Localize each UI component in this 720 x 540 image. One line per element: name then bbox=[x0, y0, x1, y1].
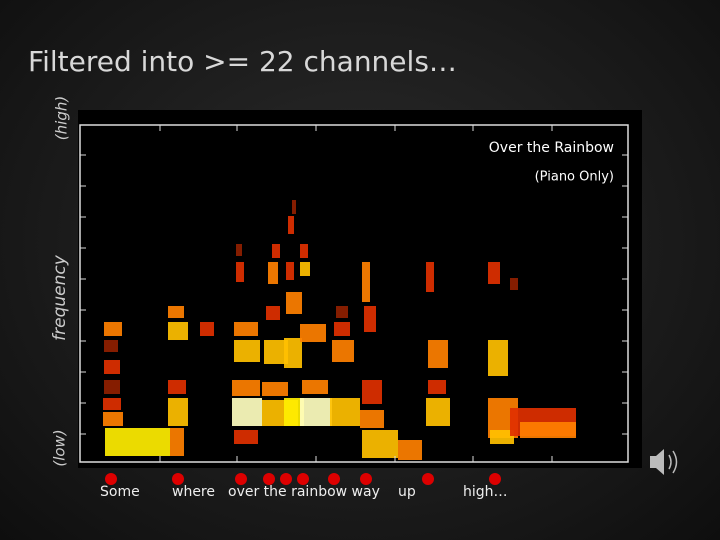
spectral-block bbox=[104, 360, 120, 374]
spectral-block bbox=[236, 262, 244, 282]
spectral-block bbox=[284, 338, 302, 368]
spectral-block bbox=[168, 306, 184, 318]
spectral-block bbox=[232, 380, 260, 396]
spectral-block bbox=[428, 380, 446, 394]
spectral-block bbox=[426, 398, 450, 426]
spectral-block bbox=[266, 306, 280, 320]
note-dot bbox=[172, 473, 184, 485]
spectral-block bbox=[168, 398, 188, 426]
spectral-block bbox=[284, 398, 304, 426]
note-dot bbox=[360, 473, 372, 485]
spectral-block bbox=[170, 428, 184, 456]
spectral-block bbox=[510, 278, 518, 290]
spectral-block bbox=[360, 410, 384, 428]
slide-title: Filtered into >= 22 channels… bbox=[28, 45, 457, 78]
y-label: frequency bbox=[50, 254, 70, 341]
y-high: (high) bbox=[53, 96, 71, 140]
spectral-block bbox=[336, 306, 348, 318]
spectral-block bbox=[362, 430, 398, 458]
note-dot bbox=[328, 473, 340, 485]
spectral-block bbox=[300, 262, 310, 276]
spectral-block bbox=[302, 380, 328, 394]
note-dot bbox=[489, 473, 501, 485]
word: over the rainbow way bbox=[228, 484, 380, 500]
note-dot bbox=[297, 473, 309, 485]
spectral-block bbox=[362, 262, 370, 302]
ticks bbox=[80, 125, 628, 462]
plot-frame bbox=[79, 124, 629, 463]
spectral-block bbox=[426, 262, 434, 292]
plot-caption: Over the Rainbow bbox=[489, 140, 614, 156]
spectral-block bbox=[364, 306, 376, 332]
word: up bbox=[398, 484, 416, 500]
note-dot bbox=[422, 473, 434, 485]
spectral-block bbox=[232, 398, 262, 426]
spectral-block bbox=[520, 422, 576, 438]
spectral-block bbox=[332, 340, 354, 362]
spectrogram bbox=[103, 200, 576, 460]
spectral-block bbox=[490, 430, 514, 444]
word: high… bbox=[463, 484, 508, 500]
note-dot bbox=[280, 473, 292, 485]
spectral-block bbox=[168, 380, 186, 394]
spectral-block bbox=[234, 340, 260, 362]
spectral-block bbox=[330, 398, 360, 426]
note-dot bbox=[235, 473, 247, 485]
spectral-block bbox=[300, 398, 332, 426]
spectral-block bbox=[103, 412, 123, 426]
spectral-block bbox=[168, 322, 188, 340]
word: Some bbox=[100, 484, 140, 500]
spectral-block bbox=[288, 216, 294, 234]
note-dot bbox=[105, 473, 117, 485]
plot-subcaption: (Piano Only) bbox=[535, 170, 614, 185]
note-dots bbox=[105, 473, 501, 485]
note-dot bbox=[263, 473, 275, 485]
speaker-icon bbox=[650, 449, 678, 475]
spectral-block bbox=[398, 440, 422, 460]
spectral-block bbox=[300, 324, 326, 342]
spectral-block bbox=[105, 428, 170, 456]
spectral-block bbox=[200, 322, 214, 336]
spectral-block bbox=[236, 244, 242, 256]
spectral-block bbox=[262, 382, 288, 396]
spectral-block bbox=[488, 340, 508, 376]
y-low: (low) bbox=[51, 429, 69, 466]
spectral-block bbox=[234, 430, 258, 444]
spectral-block bbox=[286, 262, 294, 280]
spectral-block bbox=[300, 244, 308, 258]
spectral-block bbox=[334, 322, 350, 336]
spectral-block bbox=[488, 262, 500, 284]
spectral-block bbox=[292, 200, 296, 214]
spectral-block bbox=[104, 322, 122, 336]
spectral-block bbox=[428, 340, 448, 368]
spectral-block bbox=[286, 292, 302, 314]
spectral-block bbox=[103, 398, 121, 410]
spectral-block bbox=[268, 262, 278, 284]
spectral-block bbox=[234, 322, 258, 336]
spectral-block bbox=[362, 380, 382, 404]
spectral-block bbox=[104, 380, 120, 394]
spectral-block bbox=[104, 340, 118, 352]
word: where bbox=[172, 484, 215, 500]
spectral-block bbox=[272, 244, 280, 258]
